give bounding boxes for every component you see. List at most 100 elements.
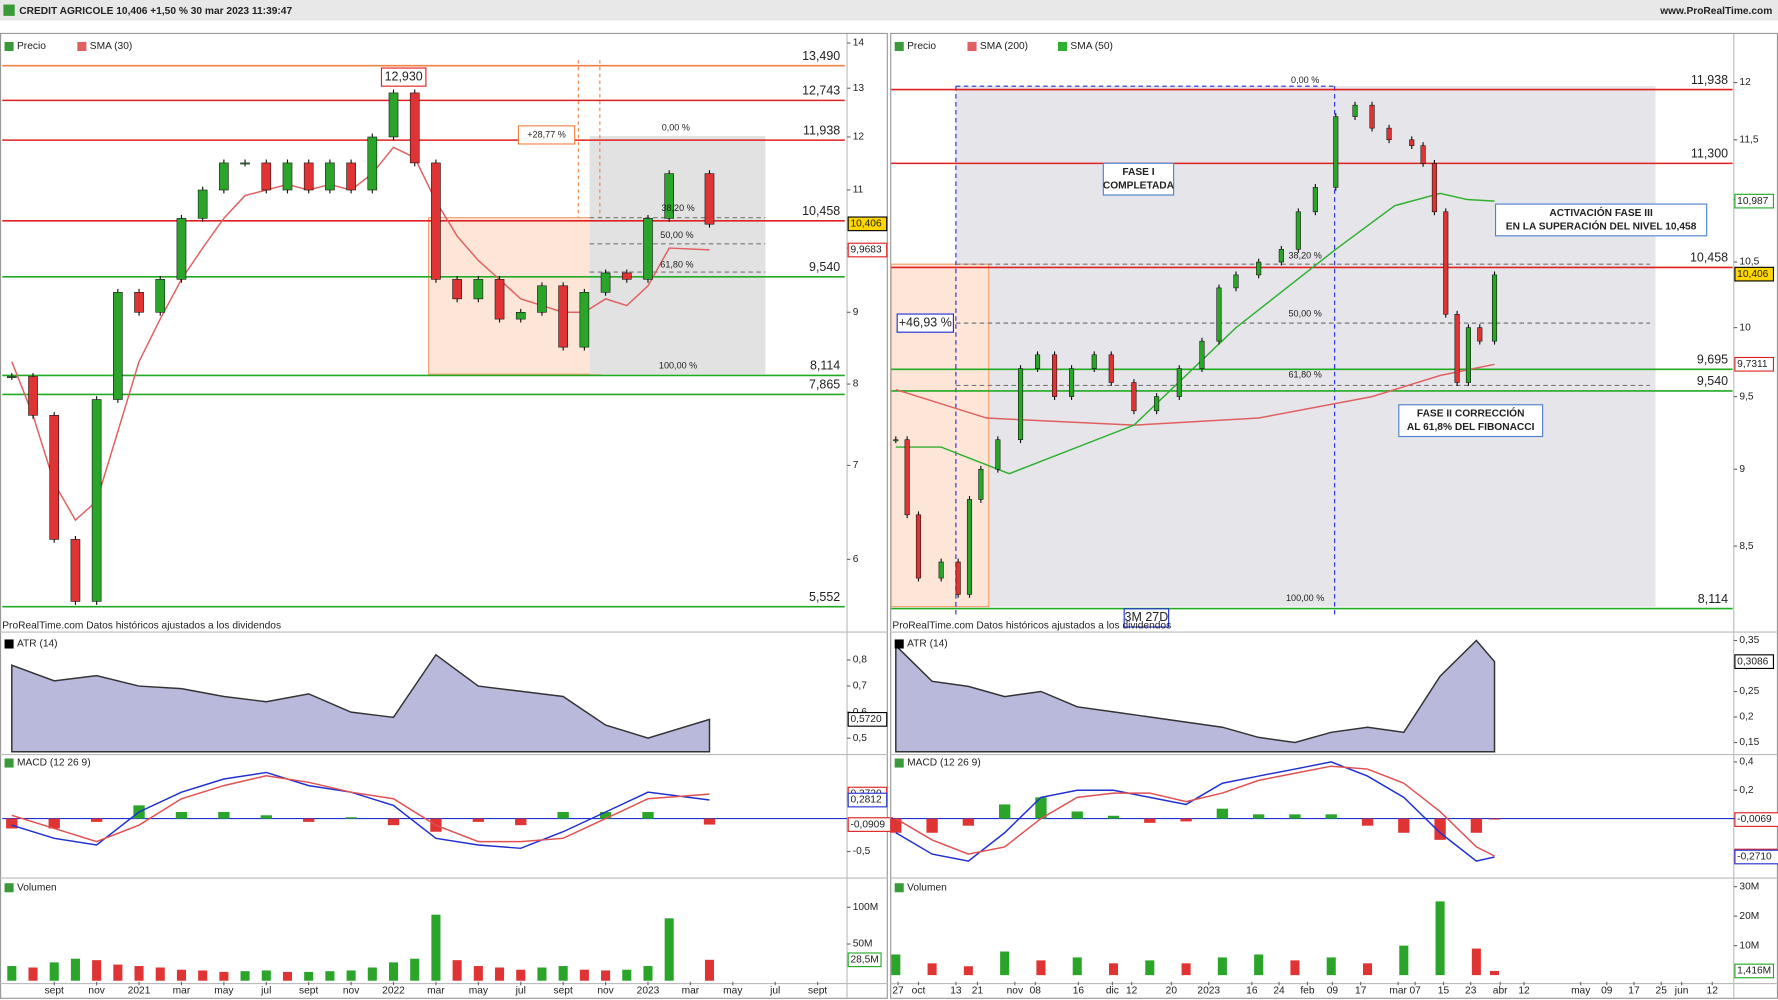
- volume-bar: [1217, 957, 1227, 976]
- volume-bar: [704, 959, 715, 981]
- y-tick-label: 13: [853, 83, 865, 94]
- level-label: 9,540: [809, 260, 840, 274]
- axis-marker-label: 1,416M: [1737, 966, 1771, 977]
- x-tick-label: may: [1571, 986, 1591, 997]
- legend-swatch: [894, 41, 904, 52]
- candle: [113, 292, 123, 400]
- volume-bar: [1489, 970, 1500, 976]
- candle: [240, 162, 250, 165]
- x-tick-label: 21: [972, 986, 984, 997]
- volume-bar: [1108, 963, 1119, 976]
- annotation-text: 50,00 %: [1289, 308, 1322, 318]
- header-site: www.ProRealTime.com: [1659, 6, 1772, 17]
- fib-zone: [589, 136, 766, 375]
- candle: [915, 514, 922, 579]
- candle: [49, 415, 60, 540]
- candle: [1108, 354, 1114, 383]
- candle: [1333, 116, 1339, 188]
- level-label: 11,938: [1691, 73, 1728, 87]
- candle: [473, 279, 484, 300]
- x-tick-label: 13: [950, 986, 962, 997]
- annotation-box: [1102, 162, 1175, 196]
- level-label: 9,540: [1697, 374, 1728, 388]
- macd-histogram-bar: [1180, 818, 1192, 822]
- axis-marker: [847, 952, 882, 968]
- volume-bar: [282, 971, 293, 981]
- x-tick-label: may: [469, 986, 489, 997]
- volume-bar: [1036, 960, 1046, 976]
- candle: [579, 292, 590, 348]
- candle: [621, 272, 632, 280]
- x-tick-label: abr: [1493, 986, 1508, 997]
- y-tick-label: 0,35: [1739, 635, 1759, 646]
- macd-histogram-bar: [48, 818, 60, 829]
- x-tick-label: 2022: [382, 986, 405, 997]
- level-label: 9,695: [1697, 352, 1728, 366]
- volume-bar: [1326, 957, 1336, 976]
- macd-histogram-bar: [962, 818, 975, 826]
- candle: [134, 292, 144, 313]
- x-tick-label: 15: [1438, 986, 1450, 997]
- axis-marker: [1734, 963, 1775, 979]
- candle: [995, 439, 1001, 470]
- legend-swatch: [4, 41, 14, 52]
- candle: [904, 439, 910, 516]
- legend-label: MACD (12 26 9): [17, 758, 91, 769]
- y-tick-label: 10M: [1739, 940, 1759, 951]
- x-tick-label: 17: [1628, 986, 1640, 997]
- y-tick-label: -0,5: [853, 846, 871, 857]
- level-label: 10,458: [802, 204, 840, 218]
- x-tick-label: 17: [1355, 986, 1367, 997]
- candle: [1034, 354, 1041, 369]
- volume-bar: [325, 971, 335, 981]
- candle: [1199, 340, 1205, 369]
- footnote: ProRealTime.com Datos históricos ajustad…: [892, 621, 1171, 632]
- axis-marker-label: 10,406: [850, 219, 881, 230]
- axis-marker-label: 0,2812: [850, 795, 881, 806]
- volume-bar: [1181, 963, 1191, 976]
- x-tick-label: mar: [1389, 986, 1407, 997]
- macd-histogram-bar: [1470, 818, 1483, 833]
- x-tick-label: may: [214, 986, 234, 997]
- annotation-text: 0,00 %: [1291, 75, 1319, 85]
- annotation-text: 12,930: [385, 69, 423, 83]
- volume-bar: [198, 970, 208, 981]
- volume-bar: [1145, 960, 1155, 976]
- macd-histogram-bar: [1144, 818, 1156, 823]
- annotation-text: 0,00 %: [662, 123, 690, 133]
- x-tick-label: sept: [554, 986, 573, 997]
- x-tick-label: 23: [1465, 986, 1477, 997]
- macd-histogram-bar: [1071, 811, 1083, 819]
- legend-label: SMA (50): [1070, 41, 1112, 52]
- x-tick-label: sept: [299, 986, 318, 997]
- volume-bar: [643, 966, 653, 981]
- x-tick-label: 16: [1073, 986, 1085, 997]
- x-tick-label: 08: [1030, 986, 1042, 997]
- candle: [643, 218, 653, 280]
- x-tick-label: 2023: [1197, 986, 1220, 997]
- y-tick-label: 30M: [1739, 881, 1759, 892]
- axis-marker: [1734, 849, 1778, 865]
- axis-marker-label: 0,5720: [850, 714, 881, 725]
- level-label: 11,300: [1691, 147, 1728, 161]
- macd-histogram-bar: [1035, 797, 1047, 819]
- candle: [1454, 313, 1460, 383]
- axis-marker-label: -0,0069: [1737, 814, 1772, 825]
- volume-bar: [1290, 960, 1300, 976]
- x-tick-label: 16: [1246, 986, 1258, 997]
- candle: [325, 162, 335, 191]
- x-tick-label: mar: [173, 986, 191, 997]
- axis-marker: [847, 242, 888, 258]
- macd-histogram-bar: [1107, 815, 1120, 819]
- macd-histogram-bar: [557, 811, 569, 819]
- y-tick-label: 10: [1739, 322, 1751, 333]
- volume-bar: [1435, 901, 1445, 976]
- legend-label: ATR (14): [17, 639, 58, 650]
- legend-swatch: [1057, 41, 1068, 52]
- y-tick-label: 0,2: [1739, 785, 1753, 796]
- candle: [155, 279, 166, 313]
- volume-bar: [927, 963, 937, 976]
- y-tick-label: 0,2: [1739, 712, 1753, 723]
- annotation-box: [1398, 404, 1544, 438]
- annotation-text: 38,20 %: [661, 203, 694, 213]
